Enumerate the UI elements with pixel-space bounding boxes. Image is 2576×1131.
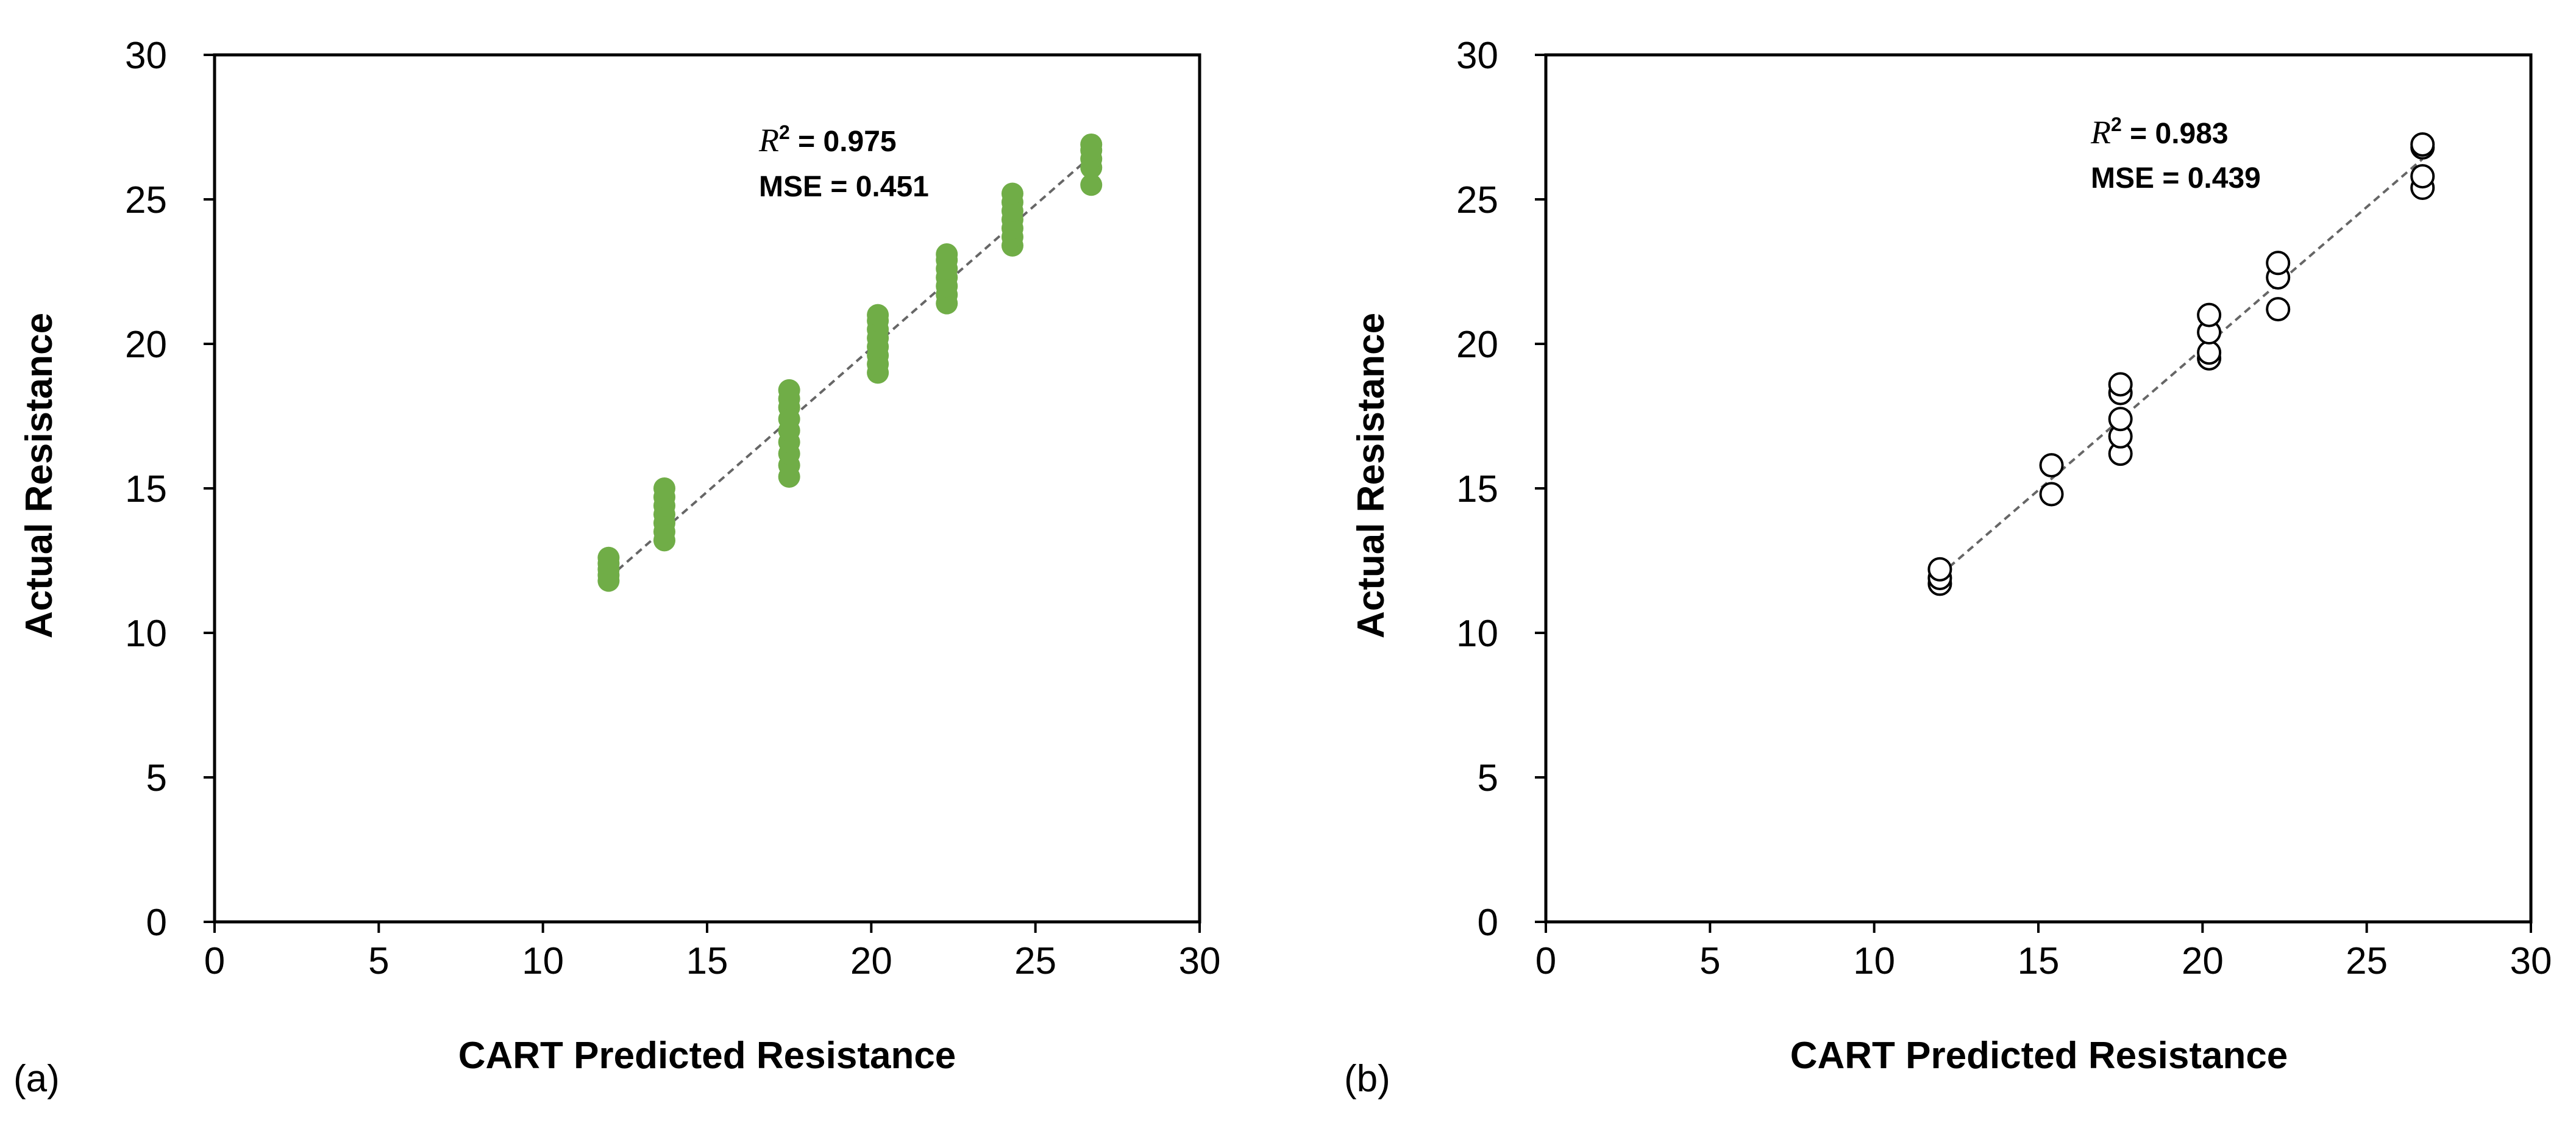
data-point-b-7: [2108, 407, 2133, 432]
y-tick-label-a-4: 20: [125, 324, 167, 366]
data-point-b-11: [2197, 340, 2222, 365]
y-axis-ticks-a: 0 5 10 15 20 25 30: [125, 35, 215, 944]
y-tick-label-a-6: 30: [125, 35, 167, 77]
x-tick-label-b-5: 25: [2346, 940, 2388, 982]
y-tick-label-b-1: 5: [1478, 757, 1498, 799]
r2-superscript-a: 2: [779, 121, 790, 143]
plot-area-a: [213, 53, 1201, 924]
y-tick-label-a-1: 5: [146, 757, 167, 799]
y-tick-label-b-0: 0: [1478, 902, 1498, 944]
r2-value-b: = 0.983: [2122, 118, 2229, 150]
x-tick-label-b-4: 20: [2182, 940, 2224, 982]
data-point-b-13: [2197, 302, 2222, 327]
mse-annotation-b: MSE = 0.439: [2091, 162, 2261, 194]
y-tick-label-a-2: 10: [125, 613, 167, 655]
x-tick-label-b-3: 15: [2018, 940, 2060, 982]
chart-panel-a: (a) Actual Resistance CART Predicted Res…: [13, 35, 1220, 1100]
trendline-a: [608, 155, 1092, 579]
panel-label-b: (b): [1344, 1058, 1390, 1100]
y-axis-title-a: Actual Resistance: [18, 313, 60, 638]
r2-symbol-b: R: [2090, 114, 2111, 151]
x-tick-label-b-0: 0: [1535, 940, 1556, 982]
y-tick-label-b-6: 30: [1456, 35, 1498, 77]
data-point-b-4: [2039, 453, 2064, 478]
x-tick-label-a-6: 30: [1179, 940, 1221, 982]
x-tick-label-a-2: 10: [522, 940, 564, 982]
trendline-b: [1939, 158, 2424, 576]
x-axis-ticks-a: 0 5 10 15 20 25 30: [204, 922, 1221, 982]
x-axis-title-a: CART Predicted Resistance: [458, 1035, 956, 1077]
y-tick-label-b-3: 15: [1456, 468, 1498, 510]
data-point-b-3: [2039, 482, 2064, 507]
chart-panel-b: (b) Actual Resistance CART Predicted Res…: [1344, 35, 2552, 1100]
data-point-a-20: [778, 379, 800, 401]
data-point-a-4: [597, 546, 620, 569]
y-tick-label-a-3: 15: [125, 468, 167, 510]
data-point-a-42: [1001, 182, 1023, 205]
data-point-b-20: [2410, 132, 2435, 157]
x-tick-label-b-2: 10: [1853, 940, 1895, 982]
data-point-b-14: [2266, 297, 2291, 322]
x-axis-title-b: CART Predicted Resistance: [1790, 1035, 2288, 1077]
y-tick-label-a-5: 25: [125, 179, 167, 221]
data-point-a-28: [867, 304, 889, 326]
data-point-b-18: [2410, 164, 2435, 189]
x-tick-label-b-1: 5: [1699, 940, 1720, 982]
y-tick-label-a-0: 0: [146, 902, 167, 944]
y-tick-label-b-4: 20: [1456, 324, 1498, 366]
data-point-a-11: [653, 477, 675, 499]
x-tick-label-a-0: 0: [204, 940, 225, 982]
x-tick-label-a-4: 20: [850, 940, 892, 982]
mse-annotation-a: MSE = 0.451: [759, 171, 929, 203]
y-axis-title-b: Actual Resistance: [1350, 313, 1392, 638]
y-tick-label-b-5: 25: [1456, 179, 1498, 221]
data-point-b-9: [2108, 372, 2133, 397]
plot-area-b: [1544, 53, 2533, 924]
data-point-b-2: [1927, 557, 1952, 582]
data-point-a-35: [936, 243, 958, 266]
r2-annotation-a: R2 = 0.975: [758, 121, 897, 159]
x-tick-label-a-5: 25: [1014, 940, 1056, 982]
r2-superscript-b: 2: [2111, 113, 2122, 135]
data-point-b-16: [2266, 251, 2291, 276]
r2-value-a: = 0.975: [790, 126, 897, 158]
data-point-a-47: [1080, 133, 1103, 155]
data-point-a-43: [1080, 174, 1103, 196]
x-tick-label-a-1: 5: [368, 940, 389, 982]
data-points-a: [597, 133, 1103, 592]
r2-annotation-b: R2 = 0.983: [2090, 113, 2229, 151]
x-axis-ticks-b: 0 5 10 15 20 25 30: [1535, 922, 2552, 982]
panel-label-a: (a): [13, 1058, 60, 1100]
r2-symbol-a: R: [758, 122, 779, 159]
x-tick-label-b-6: 30: [2510, 940, 2552, 982]
data-points-b: [1927, 132, 2435, 596]
x-tick-label-a-3: 15: [686, 940, 728, 982]
y-axis-ticks-b: 0 5 10 15 20 25 30: [1456, 35, 1546, 944]
y-tick-label-b-2: 10: [1456, 613, 1498, 655]
